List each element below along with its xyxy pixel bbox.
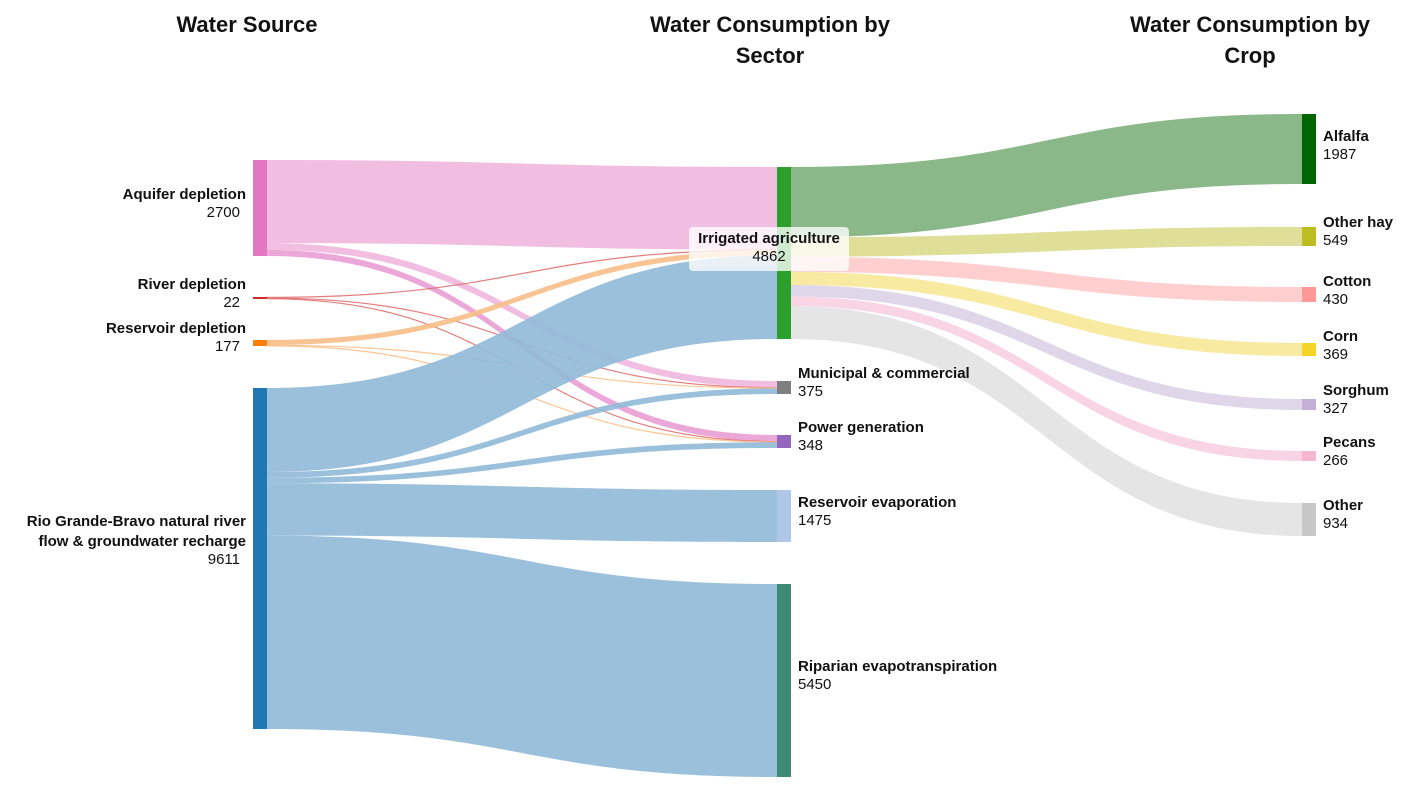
node-value-corn: 369 bbox=[1323, 346, 1348, 363]
link-irrigated-to-alfalfa bbox=[791, 114, 1302, 238]
node-label-corn: Corn bbox=[1323, 328, 1358, 345]
column-title-crop: Water Consumption by bbox=[1130, 12, 1371, 37]
node-bar-natural bbox=[253, 388, 267, 729]
link-aquifer-to-municipal bbox=[267, 243, 777, 388]
node-label-alfalfa: Alfalfa bbox=[1323, 128, 1370, 145]
link-natural-to-municipal bbox=[267, 388, 777, 478]
node-value-otherhay: 549 bbox=[1323, 232, 1348, 249]
node-value-alfalfa: 1987 bbox=[1323, 146, 1356, 163]
node-bar-other bbox=[1302, 503, 1316, 536]
flow-links bbox=[266, 114, 1302, 777]
link-irrigated-to-other bbox=[791, 305, 1302, 536]
node-bar-otherhay bbox=[1302, 227, 1316, 246]
link-natural-to-irrigated bbox=[267, 255, 777, 472]
node-value-aquifer: 2700 bbox=[207, 204, 240, 221]
link-reservoir-to-irrigated bbox=[267, 249, 777, 346]
node-bar-aquifer bbox=[253, 160, 267, 256]
link-aquifer-to-irrigated bbox=[267, 160, 777, 250]
node-bar-alfalfa bbox=[1302, 114, 1316, 184]
link-river-to-irrigated bbox=[266, 249, 778, 298]
node-value-cotton: 430 bbox=[1323, 291, 1348, 308]
node-label-natural: flow & groundwater recharge bbox=[38, 533, 246, 550]
node-bar-reservoir bbox=[253, 340, 267, 346]
node-value-irrigated: 4862 bbox=[752, 248, 785, 265]
node-value-sorghum: 327 bbox=[1323, 400, 1348, 417]
irrigated-label-backdrop bbox=[689, 227, 849, 271]
node-label-res_evap: Reservoir evaporation bbox=[798, 494, 956, 511]
column-title-sector: Sector bbox=[736, 43, 805, 68]
node-value-other: 934 bbox=[1323, 515, 1348, 532]
node-label-power: Power generation bbox=[798, 419, 924, 436]
node-value-reservoir: 177 bbox=[215, 338, 240, 355]
node-label-reservoir: Reservoir depletion bbox=[106, 320, 246, 337]
link-irrigated-to-pecans bbox=[791, 296, 1302, 461]
node-label-riparian: Riparian evapotranspiration bbox=[798, 658, 997, 675]
node-bar-cotton bbox=[1302, 287, 1316, 302]
link-natural-to-power bbox=[267, 442, 777, 484]
node-bar-riparian bbox=[777, 584, 791, 777]
node-label-pecans: Pecans bbox=[1323, 434, 1376, 451]
flow-nodes bbox=[253, 114, 1316, 777]
node-bar-res_evap bbox=[777, 490, 791, 542]
link-natural-to-res_evap bbox=[267, 483, 777, 542]
link-irrigated-to-corn bbox=[791, 271, 1302, 356]
node-bar-municipal bbox=[777, 381, 791, 394]
node-value-riparian: 5450 bbox=[798, 676, 831, 693]
link-irrigated-to-cotton bbox=[791, 256, 1302, 302]
node-label-aquifer: Aquifer depletion bbox=[123, 186, 246, 203]
node-bar-pecans bbox=[1302, 451, 1316, 461]
node-label-other: Other bbox=[1323, 497, 1363, 514]
node-label-otherhay: Other hay bbox=[1323, 214, 1394, 231]
node-value-river: 22 bbox=[223, 294, 240, 311]
column-title-sector: Water Consumption by bbox=[650, 12, 891, 37]
node-label-cotton: Cotton bbox=[1323, 273, 1371, 290]
node-label-municipal: Municipal & commercial bbox=[798, 365, 970, 382]
column-title-source: Water Source bbox=[176, 12, 317, 37]
node-value-municipal: 375 bbox=[798, 383, 823, 400]
link-natural-to-riparian bbox=[267, 535, 777, 777]
node-label-sorghum: Sorghum bbox=[1323, 382, 1389, 399]
node-bar-corn bbox=[1302, 343, 1316, 356]
column-titles: Water Source Water Consumption by Sector Wa… bbox=[176, 12, 1370, 68]
node-value-pecans: 266 bbox=[1323, 452, 1348, 469]
column-title-crop: Crop bbox=[1224, 43, 1275, 68]
node-value-res_evap: 1475 bbox=[798, 512, 831, 529]
node-bar-sorghum bbox=[1302, 399, 1316, 410]
node-bar-power bbox=[777, 435, 791, 448]
node-label-irrigated: Irrigated agriculture bbox=[698, 230, 840, 247]
node-value-natural: 9611 bbox=[208, 551, 240, 568]
node-bar-river bbox=[253, 297, 267, 299]
node-label-natural: Rio Grande-Bravo natural river bbox=[27, 513, 246, 530]
link-irrigated-to-sorghum bbox=[791, 284, 1302, 410]
link-irrigated-to-otherhay bbox=[791, 227, 1302, 257]
node-label-river: River depletion bbox=[138, 276, 246, 293]
node-value-power: 348 bbox=[798, 437, 823, 454]
